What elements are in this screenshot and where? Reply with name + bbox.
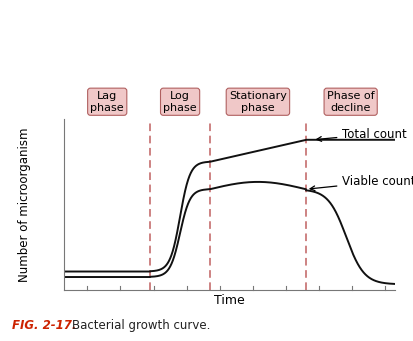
Text: Phase of
decline: Phase of decline xyxy=(326,91,374,113)
Text: Lag
phase: Lag phase xyxy=(90,91,124,113)
Text: Log
phase: Log phase xyxy=(163,91,197,113)
Text: Total count: Total count xyxy=(316,128,406,141)
Text: Bacterial growth curve.: Bacterial growth curve. xyxy=(72,320,210,332)
X-axis label: Time: Time xyxy=(214,294,244,307)
Text: Number of microorganism: Number of microorganism xyxy=(18,127,31,282)
Text: Viable count: Viable count xyxy=(309,175,413,191)
Text: Stationary
phase: Stationary phase xyxy=(228,91,286,113)
Text: FIG. 2-17.: FIG. 2-17. xyxy=(12,320,76,332)
